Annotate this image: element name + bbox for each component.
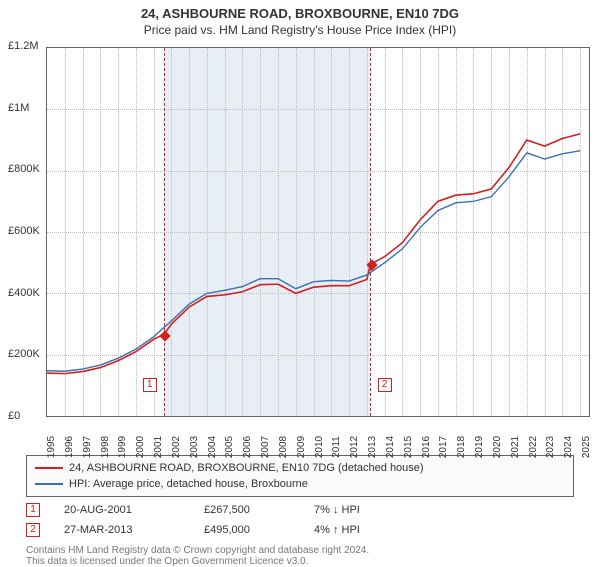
event-badge: 1 — [26, 503, 40, 517]
y-tick-label: £800K — [8, 163, 40, 175]
x-tick-label: 2024 — [563, 436, 574, 458]
event-marker-box-2: 2 — [378, 378, 392, 392]
legend-label: 24, ASHBOURNE ROAD, BROXBOURNE, EN10 7DG… — [69, 462, 424, 474]
x-tick-label: 2023 — [545, 436, 556, 458]
x-tick-label: 2013 — [367, 436, 378, 458]
x-tick-label: 2017 — [438, 436, 449, 458]
x-tick-label: 2009 — [296, 436, 307, 458]
title-main: 24, ASHBOURNE ROAD, BROXBOURNE, EN10 7DG — [0, 6, 600, 21]
x-tick-label: 2020 — [492, 436, 503, 458]
x-tick-label: 2002 — [171, 436, 182, 458]
title-block: 24, ASHBOURNE ROAD, BROXBOURNE, EN10 7DG… — [0, 0, 600, 41]
chart-svg — [47, 48, 589, 416]
legend-swatch — [35, 483, 63, 485]
event-row-1: 1 20-AUG-2001£267,5007% ↓ HPI — [26, 503, 574, 517]
x-tick-label: 2005 — [224, 436, 235, 458]
chart-plot-area: 12 — [46, 47, 590, 417]
event-row-2: 2 27-MAR-2013£495,0004% ↑ HPI — [26, 523, 574, 537]
title-sub: Price paid vs. HM Land Registry's House … — [0, 23, 600, 37]
event-price: £495,000 — [204, 524, 314, 536]
event-pct: 7% ↓ HPI — [314, 504, 424, 516]
x-tick-label: 2010 — [314, 436, 325, 458]
x-tick-label: 2018 — [456, 436, 467, 458]
footer-line2: This data is licensed under the Open Gov… — [26, 556, 574, 567]
y-tick-label: £1.2M — [8, 40, 39, 52]
x-tick-label: 2022 — [528, 436, 539, 458]
x-tick-label: 2019 — [474, 436, 485, 458]
x-tick-label: 2001 — [153, 436, 164, 458]
x-tick-label: 2004 — [207, 436, 218, 458]
legend-box: 24, ASHBOURNE ROAD, BROXBOURNE, EN10 7DG… — [26, 455, 574, 497]
event-pct: 4% ↑ HPI — [314, 524, 424, 536]
y-tick-label: £400K — [8, 287, 40, 299]
x-tick-label: 2000 — [135, 436, 146, 458]
x-tick-label: 2006 — [242, 436, 253, 458]
event-rows: 1 20-AUG-2001£267,5007% ↓ HPI 2 27-MAR-2013… — [26, 503, 574, 537]
x-tick-label: 1998 — [100, 436, 111, 458]
legend-swatch — [35, 467, 63, 469]
event-vline-1 — [164, 48, 165, 416]
event-badge: 2 — [26, 523, 40, 537]
legend-row-hpi: HPI: Average price, detached house, Brox… — [35, 476, 565, 492]
x-tick-label: 2007 — [260, 436, 271, 458]
event-marker-box-1: 1 — [143, 378, 157, 392]
event-price: £267,500 — [204, 504, 314, 516]
footer-line1: Contains HM Land Registry data © Crown c… — [26, 545, 574, 556]
series-hpi — [47, 151, 580, 372]
x-axis-ticks: 1995199619971998199920002001200220032004… — [46, 417, 590, 449]
x-tick-label: 2003 — [189, 436, 200, 458]
y-tick-label: £0 — [8, 410, 20, 422]
x-tick-label: 2021 — [510, 436, 521, 458]
x-tick-label: 1996 — [64, 436, 75, 458]
event-date: 27-MAR-2013 — [64, 524, 204, 536]
chart-container: 24, ASHBOURNE ROAD, BROXBOURNE, EN10 7DG… — [0, 0, 600, 560]
x-tick-label: 2014 — [385, 436, 396, 458]
y-tick-label: £200K — [8, 348, 40, 360]
x-tick-label: 1999 — [117, 436, 128, 458]
x-tick-label: 2015 — [403, 436, 414, 458]
event-date: 20-AUG-2001 — [64, 504, 204, 516]
y-tick-label: £600K — [8, 225, 40, 237]
x-tick-label: 1995 — [46, 436, 57, 458]
footer-note: Contains HM Land Registry data © Crown c… — [26, 545, 574, 567]
legend-row-property: 24, ASHBOURNE ROAD, BROXBOURNE, EN10 7DG… — [35, 460, 565, 476]
x-tick-label: 2025 — [581, 436, 592, 458]
legend-label: HPI: Average price, detached house, Brox… — [69, 478, 308, 490]
series-property — [47, 134, 580, 374]
event-vline-2 — [370, 48, 371, 416]
x-tick-label: 2016 — [421, 436, 432, 458]
x-tick-label: 2012 — [349, 436, 360, 458]
legend-block: 24, ASHBOURNE ROAD, BROXBOURNE, EN10 7DG… — [26, 455, 574, 537]
x-tick-label: 1997 — [82, 436, 93, 458]
y-tick-label: £1M — [8, 102, 29, 114]
x-tick-label: 2011 — [331, 436, 342, 458]
x-tick-label: 2008 — [278, 436, 289, 458]
